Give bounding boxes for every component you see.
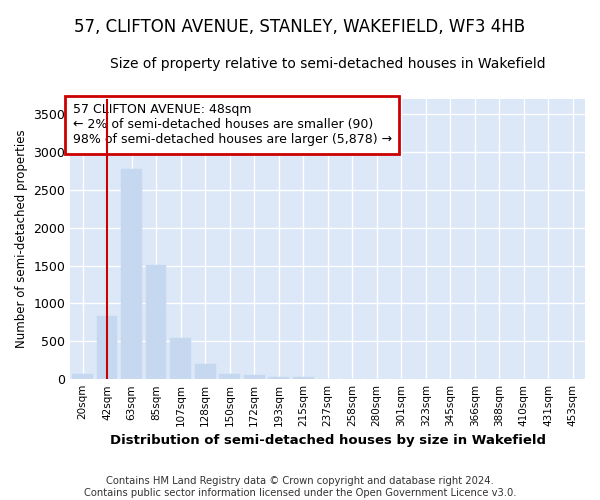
Bar [146, 265, 166, 379]
Y-axis label: Number of semi-detached properties: Number of semi-detached properties [15, 130, 28, 348]
Bar [97, 316, 118, 379]
Text: Contains HM Land Registry data © Crown copyright and database right 2024.
Contai: Contains HM Land Registry data © Crown c… [84, 476, 516, 498]
X-axis label: Distribution of semi-detached houses by size in Wakefield: Distribution of semi-detached houses by … [110, 434, 545, 448]
Bar [121, 168, 142, 379]
Bar [194, 364, 215, 379]
Bar [244, 376, 265, 379]
Bar [219, 374, 240, 379]
Bar [293, 377, 314, 379]
Title: Size of property relative to semi-detached houses in Wakefield: Size of property relative to semi-detach… [110, 58, 545, 71]
Text: 57 CLIFTON AVENUE: 48sqm
← 2% of semi-detached houses are smaller (90)
98% of se: 57 CLIFTON AVENUE: 48sqm ← 2% of semi-de… [73, 104, 392, 146]
Bar [170, 338, 191, 379]
Bar [268, 376, 289, 379]
Bar [72, 374, 93, 379]
Text: 57, CLIFTON AVENUE, STANLEY, WAKEFIELD, WF3 4HB: 57, CLIFTON AVENUE, STANLEY, WAKEFIELD, … [74, 18, 526, 36]
